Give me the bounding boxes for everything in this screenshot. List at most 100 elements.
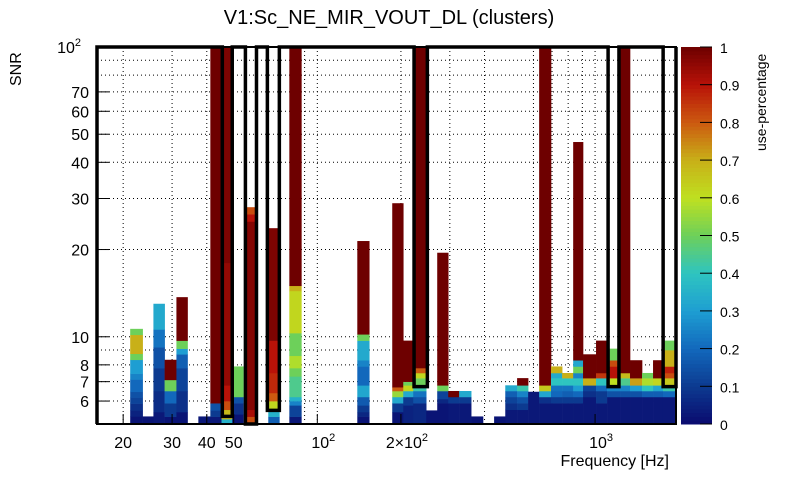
heatmap-cell bbox=[448, 396, 460, 404]
heatmap-cell bbox=[662, 350, 677, 367]
heatmap-cell bbox=[448, 390, 460, 398]
heatmap-cell bbox=[221, 419, 233, 425]
heatmap-cell bbox=[164, 390, 177, 404]
heatmap-cell bbox=[413, 378, 427, 386]
heatmap-cell bbox=[357, 416, 370, 425]
colorbar-segment bbox=[681, 356, 712, 361]
heatmap-cell bbox=[245, 409, 257, 417]
colorbar-segment bbox=[681, 148, 712, 154]
heatmap-cell bbox=[403, 405, 414, 425]
heatmap-cell bbox=[268, 392, 280, 402]
y-tick-label: 8 bbox=[80, 358, 89, 375]
heatmap-cell bbox=[221, 262, 233, 386]
heatmap-cell bbox=[164, 416, 177, 425]
heatmap-cell bbox=[505, 385, 518, 392]
heatmap-cell bbox=[289, 290, 302, 334]
tick-label-text: 8 bbox=[80, 358, 89, 375]
heatmap-cell bbox=[164, 359, 177, 381]
colorbar-segment bbox=[681, 227, 712, 233]
heatmap-cell bbox=[607, 396, 621, 425]
heatmap-cell bbox=[357, 334, 370, 341]
colorbar-segment bbox=[681, 73, 712, 78]
y-tick-label: 20 bbox=[71, 243, 89, 260]
heatmap-cell bbox=[494, 416, 506, 425]
heatmap-cell bbox=[573, 390, 584, 398]
heatmap-cell bbox=[539, 390, 552, 398]
heatmap-cell bbox=[130, 397, 143, 404]
x-tick-label: 2×102 bbox=[386, 432, 428, 452]
heatmap-cell bbox=[517, 409, 529, 425]
colorbar-segment bbox=[681, 393, 712, 399]
heatmap-cell bbox=[392, 396, 404, 404]
heatmap-cell bbox=[630, 396, 643, 425]
heatmap-cell bbox=[268, 372, 280, 394]
heatmap-cell bbox=[573, 403, 584, 425]
colorbar-segment bbox=[681, 303, 712, 308]
heatmap-cell bbox=[357, 405, 370, 413]
colorbar-segment bbox=[681, 133, 712, 138]
heatmap-cell bbox=[653, 378, 664, 386]
colorbar-segment bbox=[681, 201, 712, 206]
heatmap-cell bbox=[573, 372, 584, 379]
heatmap-cell bbox=[403, 396, 414, 406]
heatmap-cell bbox=[517, 378, 529, 386]
colorbar-segment bbox=[681, 88, 712, 93]
heatmap-cell bbox=[573, 385, 584, 392]
y-tick-label: 40 bbox=[71, 155, 89, 172]
heatmap-cell bbox=[583, 396, 597, 425]
colorbar-segment bbox=[681, 69, 712, 74]
heatmap-cell bbox=[357, 396, 370, 406]
heatmap-cell bbox=[583, 385, 597, 392]
heatmap-cell bbox=[403, 385, 414, 392]
heatmap-cell bbox=[130, 410, 143, 417]
heatmap-cell bbox=[539, 385, 552, 392]
colorbar-tick-label: 0.4 bbox=[720, 266, 740, 282]
colorbar-segment bbox=[681, 288, 712, 293]
heatmap-cell bbox=[573, 366, 584, 374]
colorbar-segment bbox=[681, 276, 712, 282]
x-tick-label: 50 bbox=[225, 435, 243, 452]
heatmap-cell bbox=[392, 412, 404, 425]
heatmap-cell bbox=[130, 379, 143, 393]
colorbar-segment bbox=[681, 246, 712, 252]
heatmap-cell bbox=[562, 372, 574, 379]
heatmap-cell bbox=[164, 403, 177, 417]
colorbar-segment bbox=[681, 103, 712, 108]
colorbar-segment bbox=[681, 141, 712, 146]
heatmap-cell bbox=[662, 390, 677, 398]
heatmap-cell bbox=[573, 396, 584, 404]
y-tick-label: 6 bbox=[80, 394, 89, 411]
heatmap-cell bbox=[620, 385, 631, 392]
heatmap-cell bbox=[176, 348, 188, 355]
tick-label-exponent: 2 bbox=[329, 432, 335, 444]
heatmap-cell bbox=[268, 340, 280, 374]
colorbar-tick-label: 0.6 bbox=[720, 191, 740, 207]
tick-label-text: 50 bbox=[225, 435, 243, 452]
heatmap-cell bbox=[221, 47, 233, 264]
tick-label-text: 7 bbox=[80, 375, 89, 392]
y-tick-label: 60 bbox=[71, 104, 89, 121]
heatmap-cell bbox=[620, 47, 631, 374]
colorbar-segment bbox=[681, 122, 712, 127]
heatmap-cell bbox=[662, 372, 677, 379]
heatmap-cell bbox=[551, 378, 563, 386]
heatmap-cell bbox=[221, 385, 233, 402]
y-axis-label: SNR bbox=[8, 52, 25, 86]
heatmap-cell bbox=[176, 412, 188, 425]
colorbar-tick-label: 0.2 bbox=[720, 342, 740, 358]
heatmap-cell bbox=[437, 390, 449, 400]
colorbar-segment bbox=[681, 80, 712, 86]
colorbar-segment bbox=[681, 235, 712, 240]
heatmap-cell bbox=[413, 396, 427, 404]
heatmap-cell bbox=[437, 385, 449, 392]
heatmap-cell bbox=[245, 214, 257, 222]
heatmap-cell bbox=[662, 396, 677, 425]
heatmap-cell bbox=[357, 385, 370, 398]
colorbar-segment bbox=[681, 325, 712, 331]
heatmap-cell bbox=[551, 390, 563, 398]
heatmap-cell bbox=[130, 328, 143, 336]
colorbar-segment bbox=[681, 129, 712, 135]
colorbar-segment bbox=[681, 167, 712, 172]
heatmap-cell bbox=[289, 396, 302, 402]
